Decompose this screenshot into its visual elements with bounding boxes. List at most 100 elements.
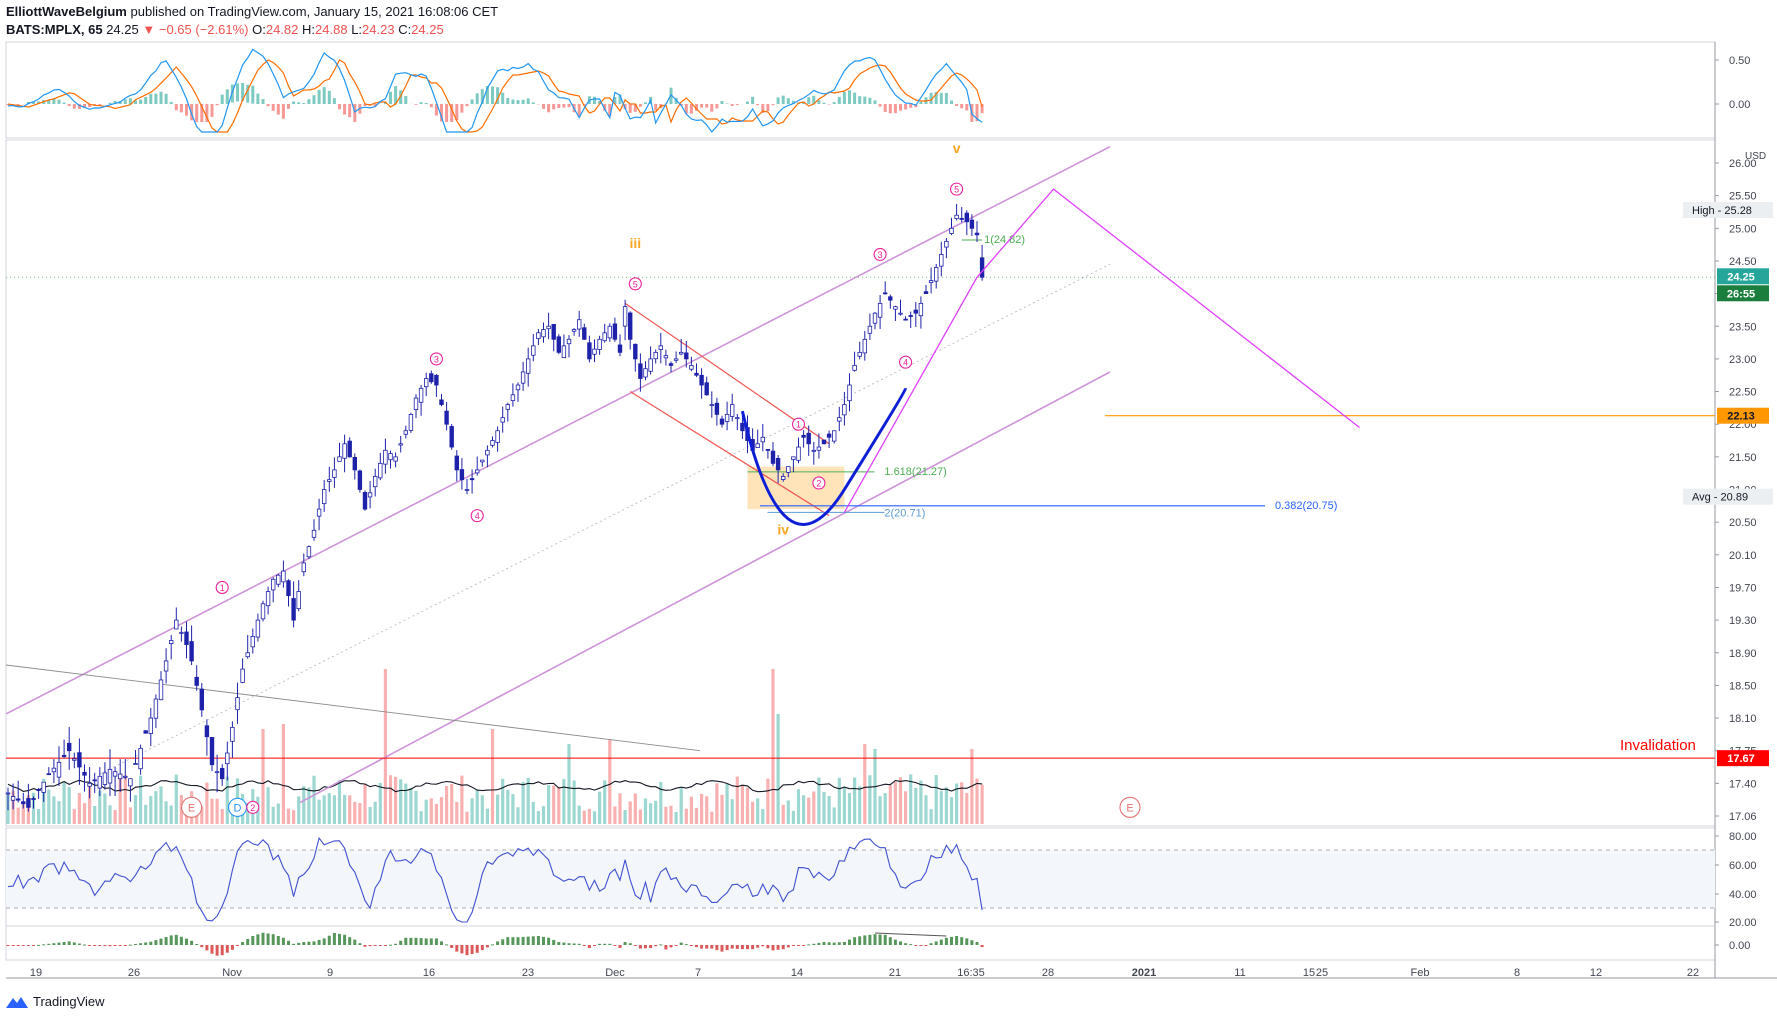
macd-hist-bar	[98, 104, 102, 106]
macd-hist-bar	[88, 104, 92, 108]
wave-label-text: E	[188, 803, 195, 815]
oscillator-bar	[623, 942, 627, 945]
volume-bar	[434, 803, 438, 824]
macd-hist-bar	[980, 104, 984, 114]
candle-body	[301, 562, 306, 573]
stat-label: Avg - 20.89	[1692, 492, 1748, 504]
candle-body	[857, 351, 862, 357]
candle-body	[413, 397, 419, 410]
candle-body	[847, 384, 852, 402]
volume-bar	[271, 806, 275, 824]
oscillator-bar	[582, 945, 586, 946]
candle-body	[429, 373, 434, 383]
candle-body	[648, 358, 653, 372]
price-tick-label: 21.50	[1729, 452, 1757, 464]
candle-body	[791, 456, 796, 460]
oscillator-bar	[536, 936, 540, 945]
time-tick-label: 2021	[1132, 967, 1156, 979]
volume-bar	[200, 806, 204, 824]
invalidation-badge	[1717, 750, 1769, 767]
macd-hist-bar	[302, 103, 306, 104]
candle-body	[92, 779, 97, 782]
rsi-tick-label: 60.00	[1729, 860, 1757, 872]
macd-hist-bar	[623, 104, 627, 110]
volume-bar	[399, 779, 403, 824]
macd-hist-bar	[506, 97, 510, 104]
oscillator-bar	[241, 942, 245, 945]
macd-hist-bar	[297, 102, 301, 104]
volume-bar	[164, 801, 168, 824]
macd-hist-bar	[883, 104, 887, 112]
volume-bar	[863, 744, 867, 824]
candle-body	[393, 456, 398, 462]
down-channel-lower	[629, 391, 830, 517]
macd-hist-bar	[848, 90, 851, 104]
brand[interactable]: TradingView	[6, 994, 105, 1009]
volume-bar	[847, 793, 852, 824]
oscillator-bar	[506, 937, 510, 945]
volume-bar	[898, 777, 903, 824]
volume-bar	[842, 786, 846, 824]
candle-body	[123, 775, 128, 778]
volume-ma-line	[7, 779, 983, 793]
macd-hist-bar	[195, 104, 199, 122]
candle-body	[689, 365, 694, 370]
candle-body	[143, 730, 148, 734]
low-value: 24.23	[362, 22, 395, 37]
macd-hist-bar	[52, 98, 56, 104]
candle-body	[949, 227, 954, 234]
invalidation-badge-label: 17.67	[1727, 753, 1755, 765]
volume-bar	[980, 784, 984, 824]
candle-body	[51, 767, 57, 773]
candle-body	[87, 782, 92, 787]
oscillator-bar	[394, 943, 398, 945]
candle-body	[770, 450, 776, 464]
candle-body	[571, 329, 577, 332]
oscillator-bar	[883, 934, 887, 945]
volume-bar	[756, 798, 760, 824]
rsi-tick-label: 0.00	[1729, 940, 1750, 952]
volume-bar	[598, 791, 602, 824]
symbol-label[interactable]: BATS:MPLX, 65	[6, 22, 103, 37]
oscillator-bar	[42, 944, 46, 946]
macd-hist-bar	[786, 98, 790, 104]
oscillator-bar	[26, 945, 30, 946]
volume-bar	[521, 781, 525, 824]
candle-body	[633, 343, 638, 360]
volume-bar	[215, 798, 219, 824]
candle-body	[102, 772, 108, 785]
candle-body	[204, 725, 210, 738]
macd-hist-bar	[822, 102, 826, 104]
candle-body	[877, 302, 883, 318]
macd-hist-bar	[292, 101, 296, 104]
oscillator-bar	[21, 945, 25, 946]
volume-bar	[694, 807, 699, 824]
oscillator-bar	[118, 945, 122, 946]
macd-hist-bar	[210, 104, 214, 117]
volume-bar	[638, 809, 642, 824]
publisher-name[interactable]: ElliottWaveBelgium	[6, 4, 127, 19]
oscillator-bar	[139, 943, 143, 945]
time-tick-label: Dec	[605, 967, 625, 979]
candle-body	[622, 306, 628, 327]
chart[interactable]: 26.0025.5025.0024.5024.0023.5023.0022.50…	[0, 0, 1777, 990]
time-tick-label: 8	[1514, 967, 1520, 979]
candle-body	[118, 773, 123, 780]
wave-label-text: 5	[954, 185, 959, 195]
volume-bar	[669, 805, 673, 824]
volume-bar	[419, 811, 423, 824]
volume-bar	[960, 782, 964, 824]
macd-hist-bar	[37, 101, 41, 104]
macd-hist-bar	[501, 92, 505, 104]
macd-hist-bar	[419, 102, 423, 104]
candle-body	[786, 466, 791, 473]
macd-hist-bar	[557, 104, 561, 108]
macd-tick-label: 0.50	[1729, 55, 1750, 67]
volume-bar	[485, 808, 489, 824]
volume-bar	[531, 801, 535, 824]
volume-bar	[57, 801, 61, 824]
volume-bar	[429, 798, 433, 824]
candle-body	[694, 372, 699, 376]
volume-bar	[684, 808, 688, 824]
oscillator-bar	[358, 943, 362, 945]
